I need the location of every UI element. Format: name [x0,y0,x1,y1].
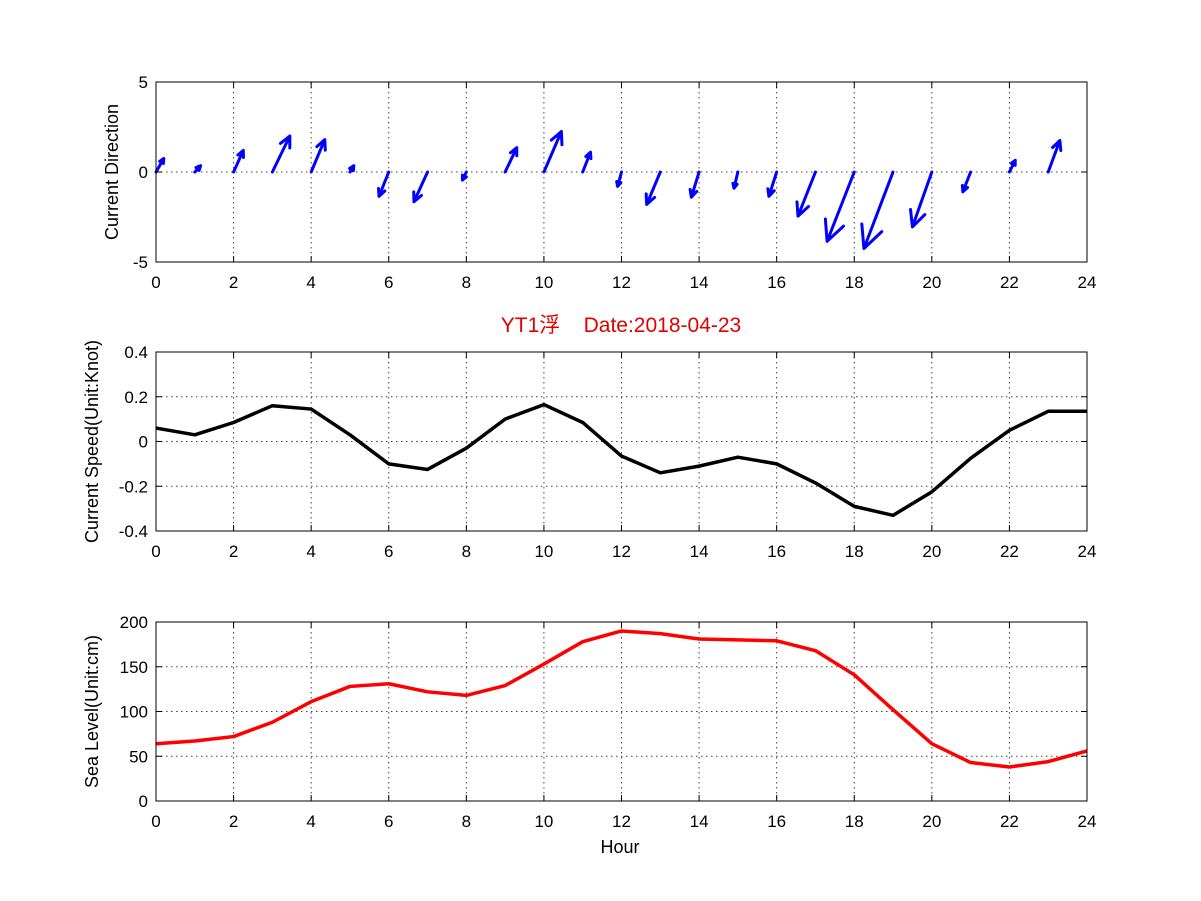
current-vector-arrow [823,170,856,243]
current-vector-arrow [731,170,740,190]
y-tick-label: 0.4 [124,343,148,362]
x-tick-label: 12 [612,812,631,831]
x-tick-label: 16 [767,273,786,292]
current-vector-arrow [644,170,662,206]
current-vector-arrow [766,170,779,198]
current-speed-panel: 0 2 4 6 8 10 12 14 16 18 20 22 24-0.4-0.200.20.4 Cur… [82,314,1096,561]
current-vector-arrow [309,138,327,174]
x-tick-label: 22 [1000,273,1019,292]
current-vector-arrow [193,164,203,174]
current-vector-arrow [960,170,973,194]
x-tick-label: 4 [306,273,315,292]
current-speed-ylabel: Current Speed(Unit:Knot) [82,340,102,543]
x-tick-label: 12 [612,273,631,292]
chart-title: YT1浮 Date:2018-04-23 [501,314,741,337]
y-tick-label: 0.2 [124,388,148,407]
x-tick-label: 0 [151,273,160,292]
x-tick-label: 4 [306,542,315,561]
x-tick-label: 18 [845,273,864,292]
x-tick-label: 16 [767,542,786,561]
x-tick-label: 24 [1078,542,1097,561]
current-vector-arrow [412,170,430,204]
y-tick-label: 0 [139,433,148,452]
x-tick-label: 2 [229,812,238,831]
current-vector-arrow [232,148,245,174]
x-tick-label: 8 [462,273,471,292]
x-tick-label: 22 [1000,812,1019,831]
current-vector-arrow [795,170,817,218]
x-tick-label: 8 [462,542,471,561]
x-tick-label: 16 [767,812,786,831]
x-tick-label: 12 [612,542,631,561]
x-tick-label: 24 [1078,273,1097,292]
current-vector-arrow [860,170,895,250]
current-direction-ylabel: Current Direction [102,104,122,240]
x-tick-label: 24 [1078,812,1097,831]
current-vector-arrow [154,157,166,174]
x-tick-label: 10 [534,273,553,292]
y-tick-label: 100 [120,703,148,722]
x-tick-label: 6 [384,542,393,561]
x-tick-label: 0 [151,812,160,831]
current-vector-arrow [688,170,701,199]
y-tick-label: 0 [139,792,148,811]
current-vector-arrow [1046,139,1063,174]
y-tick-label: 5 [139,73,148,92]
x-tick-label: 20 [922,812,941,831]
current-direction-panel: 0 2 4 6 8 10 12 14 16 18 20 22 24-505 Current Direct… [102,73,1096,292]
y-tick-label: -0.2 [119,477,148,496]
current-speed-line [155,402,1087,518]
x-tick-label: 6 [384,273,393,292]
x-tick-label: 20 [922,273,941,292]
sea-level-ylabel: Sea Level(Unit:cm) [82,635,102,788]
x-tick-label: 10 [534,812,553,831]
y-tick-label: -0.4 [119,522,148,541]
current-vector-arrow [348,164,356,174]
y-tick-label: 200 [120,613,148,632]
current-vector-arrow [270,134,292,174]
y-tick-label: 0 [139,163,148,182]
y-tick-label: 150 [120,658,148,677]
x-tick-label: 2 [229,273,238,292]
y-tick-label: 50 [129,747,148,766]
x-tick-label: 14 [690,812,709,831]
y-tick-label: -5 [133,253,148,272]
current-vector-arrow [542,130,564,174]
hour-xlabel: Hour [600,837,639,857]
x-tick-label: 14 [690,542,709,561]
current-vector-arrow [503,146,519,174]
sea-level-line [155,629,1088,769]
x-tick-label: 0 [151,542,160,561]
x-tick-label: 22 [1000,542,1019,561]
x-tick-label: 2 [229,542,238,561]
x-tick-label: 18 [845,542,864,561]
x-tick-label: 4 [306,812,315,831]
current-vector-arrow [377,170,391,198]
current-vector-arrow [909,170,934,229]
x-tick-label: 20 [922,542,941,561]
current-vector-arrow [460,170,468,182]
x-tick-label: 10 [534,542,553,561]
current-vector-arrow [1007,158,1017,174]
current-vector-arrow [615,170,623,188]
x-tick-label: 8 [462,812,471,831]
x-tick-label: 18 [845,812,864,831]
x-tick-label: 6 [384,812,393,831]
current-vector-arrow [581,150,593,174]
x-tick-label: 14 [690,273,709,292]
